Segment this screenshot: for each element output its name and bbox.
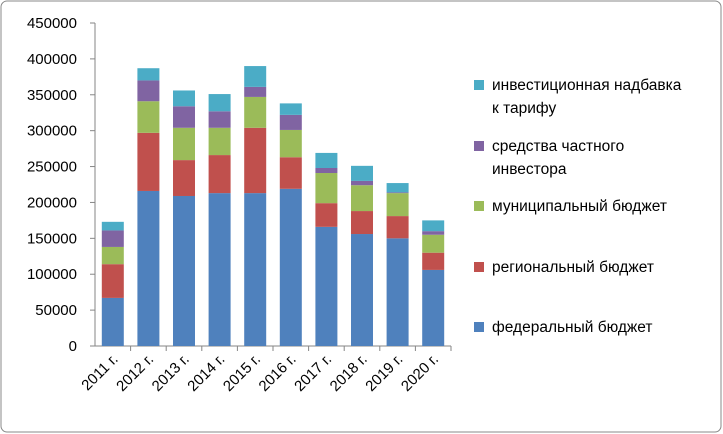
legend-label: инвестиционная надбавка к тарифу: [492, 77, 682, 117]
bar-segment: [279, 129, 302, 158]
bar-segment: [244, 127, 267, 194]
bar-segment: [279, 188, 302, 346]
y-tick-label: 300000: [27, 123, 77, 140]
y-tick-label: 150000: [27, 230, 77, 247]
y-tick-label: 350000: [27, 87, 77, 104]
bar-segment: [315, 203, 338, 227]
bar-segment: [351, 165, 373, 181]
bar-segment: [137, 190, 160, 346]
y-tick-label: 250000: [27, 159, 77, 176]
legend-swatch: [474, 201, 484, 211]
y-tick-label: 0: [69, 338, 77, 355]
bar-segment: [173, 160, 195, 196]
bar-segment: [351, 180, 373, 186]
bar-segment: [208, 94, 231, 112]
y-tick-label: 450000: [27, 15, 77, 32]
legend-label: средства частного инвестора: [492, 138, 625, 178]
legend-swatch: [474, 80, 484, 90]
legend-item: инвестиционная надбавка к тарифу: [474, 74, 714, 120]
bar-segment: [315, 152, 338, 168]
bar-segment: [208, 127, 231, 156]
legend-item: федеральный бюджет: [474, 316, 714, 339]
bar-segment: [422, 231, 445, 235]
bar-segment: [244, 66, 267, 87]
legend-swatch: [474, 322, 484, 332]
bar-segment: [315, 226, 338, 346]
bar-segment: [137, 101, 160, 133]
bar-segment: [351, 211, 373, 235]
legend-label: региональный бюджет: [492, 259, 654, 276]
bar-segment: [244, 193, 267, 346]
bar-segment: [137, 80, 160, 102]
bar-segment: [386, 193, 409, 217]
bar-segment: [386, 183, 409, 193]
bar-segment: [101, 230, 124, 247]
bar-segment: [137, 68, 160, 81]
bar-segment: [315, 167, 338, 174]
bar-segment: [173, 106, 195, 128]
y-tick-label: 50000: [35, 302, 77, 319]
bar-segment: [244, 86, 267, 97]
legend-item: средства частного инвестора: [474, 135, 714, 181]
bar-segment: [315, 173, 338, 204]
bar-segment: [422, 234, 445, 253]
y-tick-label: 100000: [27, 266, 77, 283]
bar-segment: [386, 238, 409, 346]
bar-segment: [208, 155, 231, 194]
bar-segment: [351, 185, 373, 212]
legend-label: муниципальный бюджет: [492, 198, 667, 215]
legend-item: муниципальный бюджет: [474, 195, 714, 218]
bar-segment: [101, 246, 124, 265]
bar-segment: [101, 264, 124, 298]
legend-item: региональный бюджет: [474, 256, 714, 279]
legend-label: федеральный бюджет: [492, 319, 653, 336]
bar-segment: [208, 111, 231, 128]
bar-segment: [386, 216, 409, 239]
bar-segment: [173, 90, 195, 107]
bar-segment: [101, 297, 124, 346]
legend-swatch: [474, 141, 484, 151]
bar-segment: [386, 192, 409, 194]
bar-segment: [422, 269, 445, 346]
bar-segment: [101, 221, 124, 231]
bar-segment: [208, 193, 231, 346]
bar-segment: [279, 103, 302, 115]
bar-segment: [279, 157, 302, 189]
y-tick-label: 200000: [27, 194, 77, 211]
legend-swatch: [474, 262, 484, 272]
bar-segment: [279, 114, 302, 130]
bar-segment: [422, 252, 445, 270]
bar-segment: [173, 127, 195, 161]
bar-segment: [244, 96, 267, 128]
bar-segment: [137, 132, 160, 191]
bar-segment: [351, 234, 373, 346]
y-tick-label: 400000: [27, 51, 77, 68]
bar-segment: [173, 195, 195, 346]
bar-segment: [422, 220, 445, 232]
